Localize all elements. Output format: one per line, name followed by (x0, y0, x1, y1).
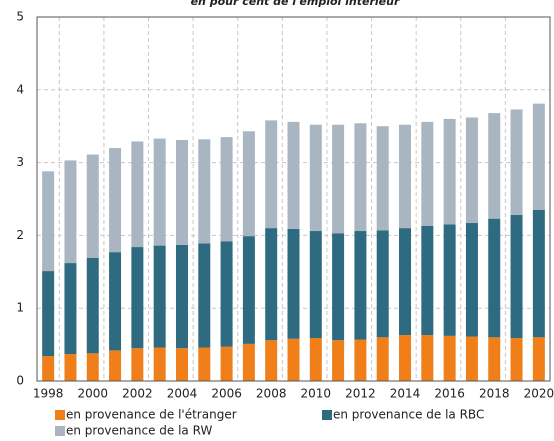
legend-label: en provenance de l'étranger (66, 408, 237, 422)
bar-segment (488, 113, 501, 219)
bar-segment (198, 347, 211, 381)
y-tick-label: 3 (16, 155, 24, 169)
bar-segment (421, 121, 434, 226)
bar-segment (220, 137, 233, 242)
bar-segment (265, 228, 278, 341)
chart-title: en pour cent de l'emploi intérieur (191, 0, 400, 8)
bar-segment (532, 337, 545, 381)
bar-segment (354, 339, 367, 381)
bar-segment (131, 247, 144, 349)
y-tick-label: 1 (16, 301, 24, 315)
bar-segment (465, 336, 478, 381)
bar-segment (86, 257, 99, 354)
bar-segment (443, 335, 456, 381)
x-tick-label: 2016 (434, 387, 465, 401)
bar-segment (443, 118, 456, 225)
bar-segment (42, 271, 55, 357)
legend-swatch (322, 410, 332, 420)
x-tick-label: 2002 (122, 387, 153, 401)
bar-segment (153, 347, 166, 381)
bar-segment (198, 243, 211, 348)
bar-segment (421, 225, 434, 336)
bar-segment (532, 103, 545, 210)
x-tick-label: 2008 (256, 387, 287, 401)
bar-segment (242, 236, 255, 344)
bar-segment (287, 228, 300, 339)
bar-segment (465, 223, 478, 337)
x-tick-label: 2014 (390, 387, 421, 401)
bar-segment (220, 346, 233, 381)
bar-segment (465, 117, 478, 224)
bar-segment (399, 335, 412, 381)
bar-segment (64, 354, 77, 381)
bar-segment (287, 338, 300, 381)
x-tick-label: 2020 (524, 387, 554, 401)
bar-segment (354, 123, 367, 232)
plot-frame (36, 16, 551, 382)
bar-segment (309, 124, 322, 232)
bar-segment (42, 171, 55, 272)
bar-segment (421, 335, 434, 381)
bar-segment (64, 160, 77, 264)
x-tick-label: 2018 (479, 387, 510, 401)
bar-segment (332, 124, 345, 234)
bar-segment (131, 141, 144, 248)
x-tick-label: 2006 (211, 387, 242, 401)
bar-segment (510, 109, 523, 216)
bar-segment (109, 252, 122, 351)
bar-segment (265, 340, 278, 381)
x-tick-label: 2000 (77, 387, 108, 401)
bar-segment (86, 353, 99, 381)
bar-segment (332, 233, 345, 341)
bar-segment (376, 337, 389, 381)
bar-segment (153, 138, 166, 246)
bar-segment (42, 356, 55, 381)
bar-segment (399, 124, 412, 229)
bar-segment (399, 228, 412, 336)
bar-segment (175, 140, 188, 245)
bar-segment (488, 337, 501, 381)
bar-segment (242, 131, 255, 237)
bar-segment (131, 348, 144, 381)
bar-segment (109, 148, 122, 253)
bar-segment (443, 224, 456, 336)
bar-segment (175, 244, 188, 349)
bar-segment (510, 338, 523, 381)
bar-segment (265, 120, 278, 229)
bar-segment (220, 241, 233, 347)
x-tick-label: 2012 (345, 387, 376, 401)
x-tick-label: 2010 (301, 387, 332, 401)
y-tick-label: 0 (16, 374, 24, 388)
legend-swatch (55, 410, 65, 420)
bar-segment (64, 263, 77, 355)
legend-label: en provenance de la RW (66, 424, 212, 438)
bar-segment (175, 348, 188, 381)
bar-segment (488, 218, 501, 338)
bar-segment (109, 350, 122, 381)
bar-segment (309, 231, 322, 339)
y-tick-label: 4 (16, 82, 24, 96)
bar-segment (354, 231, 367, 340)
legend-swatch (55, 426, 65, 436)
y-tick-label: 2 (16, 228, 24, 242)
bar-segment (242, 343, 255, 381)
bar-segment (198, 139, 211, 244)
bar-segment (532, 209, 545, 338)
x-tick-label: 1998 (33, 387, 64, 401)
bar-segment (332, 340, 345, 381)
legend-label: en provenance de la RBC (333, 408, 484, 422)
bar-segment (376, 230, 389, 338)
bar-segment (510, 215, 523, 339)
bar-segment (309, 338, 322, 381)
bar-segment (376, 126, 389, 231)
bar-segment (86, 154, 99, 258)
bar-segment (287, 121, 300, 229)
bar-segment (153, 245, 166, 348)
y-tick-label: 5 (16, 10, 24, 24)
x-tick-label: 2004 (167, 387, 198, 401)
